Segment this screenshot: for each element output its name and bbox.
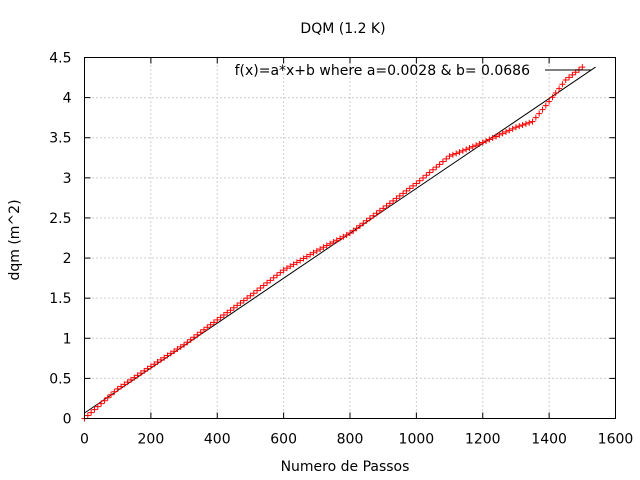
data-point xyxy=(543,103,549,109)
data-point xyxy=(526,120,532,126)
data-point xyxy=(516,123,522,129)
data-point xyxy=(473,142,479,148)
data-point xyxy=(430,167,436,173)
y-tick-label: 4.5 xyxy=(49,51,71,67)
y-axis-label: dqm (m^2) xyxy=(7,199,23,280)
data-point xyxy=(457,149,463,155)
y-tick-label: 2.5 xyxy=(49,211,71,227)
data-point xyxy=(503,129,509,135)
chart-title: DQM (1.2 K) xyxy=(300,21,385,37)
data-point xyxy=(447,153,453,159)
x-tick-label: 1400 xyxy=(531,432,567,448)
data-point xyxy=(506,127,512,133)
data-point xyxy=(463,146,469,152)
data-point xyxy=(453,150,459,156)
data-point xyxy=(496,132,502,138)
x-tick-label: 1200 xyxy=(465,432,501,448)
data-point xyxy=(95,404,101,410)
grid xyxy=(85,58,616,419)
y-tick-label: 4 xyxy=(63,91,72,107)
x-tick-label: 1600 xyxy=(598,432,634,448)
x-tick-label: 400 xyxy=(204,432,231,448)
x-tick-label: 600 xyxy=(270,432,297,448)
data-point xyxy=(433,164,439,170)
data-points xyxy=(82,64,586,421)
data-point xyxy=(530,119,536,125)
data-point xyxy=(460,148,466,154)
data-point xyxy=(450,152,456,158)
y-tick-label: 1 xyxy=(63,331,72,347)
data-point xyxy=(423,172,429,178)
legend-label: f(x)=a*x+b where a=0.0028 & b= 0.0686 xyxy=(235,63,531,79)
data-point xyxy=(98,401,104,407)
x-tick-label: 200 xyxy=(138,432,165,448)
y-tick-label: 0 xyxy=(63,412,72,428)
data-point xyxy=(427,170,433,176)
data-point xyxy=(417,178,423,184)
y-tick-label: 1.5 xyxy=(49,291,71,307)
data-point xyxy=(85,413,91,419)
data-point xyxy=(443,156,449,162)
x-tick-label: 0 xyxy=(80,432,89,448)
data-point xyxy=(539,107,545,113)
data-point xyxy=(520,122,526,128)
data-point xyxy=(420,175,426,181)
x-tick-label: 800 xyxy=(337,432,364,448)
data-point xyxy=(510,126,516,132)
data-point xyxy=(536,111,542,117)
y-tick-label: 3.5 xyxy=(49,131,71,147)
legend: f(x)=a*x+b where a=0.0028 & b= 0.0686 xyxy=(235,63,591,79)
data-point xyxy=(476,141,482,147)
data-point xyxy=(493,133,499,139)
y-tick-label: 2 xyxy=(63,251,72,267)
data-point xyxy=(513,124,519,130)
data-point xyxy=(437,161,443,167)
data-point xyxy=(466,145,472,151)
data-point xyxy=(559,81,565,87)
x-tick-label: 1000 xyxy=(399,432,435,448)
tick-labels: 0 200 400 600 800 1000 1200 1400 1600 0 0.5 1 1.5 2 2.… xyxy=(49,51,633,448)
data-point xyxy=(523,121,529,127)
y-tick-label: 3 xyxy=(63,171,72,187)
x-axis-label: Numero de Passos xyxy=(281,459,410,475)
y-tick-label: 0.5 xyxy=(49,371,71,387)
data-point xyxy=(440,159,446,165)
data-point xyxy=(533,115,539,121)
